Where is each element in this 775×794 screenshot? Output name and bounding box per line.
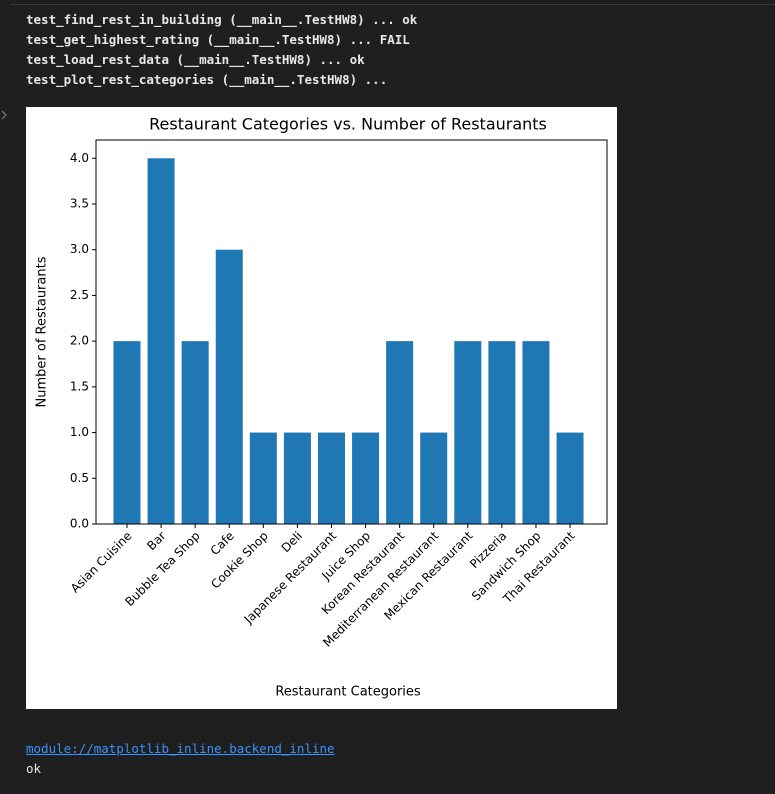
bar: [113, 341, 141, 524]
bar: [249, 432, 277, 524]
status-text: ok: [26, 761, 42, 776]
bar: [454, 341, 482, 524]
plot-frame: [95, 139, 608, 525]
x-tick-label: Deli: [279, 529, 305, 555]
chart: Restaurant Categories vs. Number of Rest…: [26, 107, 617, 709]
y-tick-label: 0.0: [70, 517, 89, 531]
bar: [352, 432, 380, 524]
bar: [488, 341, 516, 524]
x-tick-label: Bar: [144, 529, 168, 553]
chart-title: Restaurant Categories vs. Number of Rest…: [149, 115, 547, 134]
bar: [420, 432, 448, 524]
bar: [317, 432, 345, 524]
y-tick-label: 0.5: [70, 471, 89, 485]
bar: [181, 341, 209, 524]
y-tick-label: 1.0: [70, 425, 89, 439]
y-tick-label: 3.0: [70, 242, 89, 256]
y-axis-label: Number of Restaurants: [35, 256, 50, 407]
x-tick-label: Cafe: [208, 529, 237, 558]
y-tick-label: 4.0: [70, 151, 89, 165]
bar: [215, 249, 243, 524]
bar: [147, 158, 175, 524]
cell-output: module://matplotlib_inline.backend_inlin…: [26, 739, 335, 779]
console-line: test_find_rest_in_building (__main__.Tes…: [26, 12, 418, 27]
divider: [10, 4, 775, 5]
x-axis-label: Restaurant Categories: [275, 685, 421, 700]
y-tick-label: 3.5: [70, 197, 89, 211]
y-tick-label: 1.5: [70, 379, 89, 393]
gutter-chevron: [1, 110, 7, 120]
bar: [556, 432, 584, 524]
console-output: test_find_rest_in_building (__main__.Tes…: [26, 10, 417, 90]
console-line: test_plot_rest_categories (__main__.Test…: [26, 72, 388, 87]
backend-link[interactable]: module://matplotlib_inline.backend_inlin…: [26, 741, 335, 756]
y-tick-label: 2.0: [70, 334, 89, 348]
bar: [283, 432, 311, 524]
bar: [522, 341, 550, 524]
y-tick-label: 2.5: [70, 288, 89, 302]
console-line: test_load_rest_data (__main__.TestHW8) .…: [26, 52, 365, 67]
x-tick-label: Asian Cuisine: [68, 529, 135, 596]
console-line: test_get_highest_rating (__main__.TestHW…: [26, 32, 410, 47]
bar: [386, 341, 414, 524]
